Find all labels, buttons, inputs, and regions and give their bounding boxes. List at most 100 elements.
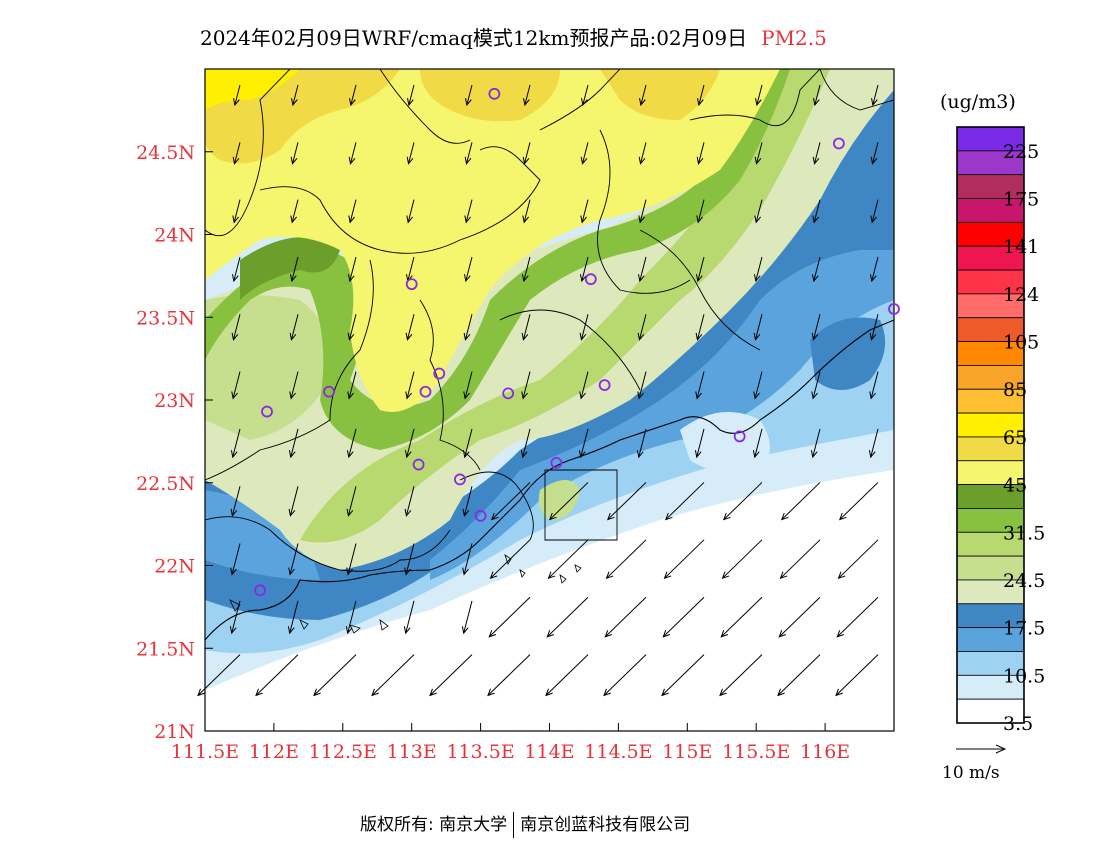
wind-arrow (638, 428, 647, 458)
wind-arrow (291, 256, 299, 282)
wind-arrowhead (662, 630, 671, 638)
wind-arrowhead (752, 450, 760, 459)
wind-arrow (581, 256, 589, 282)
wind-arrowhead (838, 512, 847, 521)
wind-arrow (639, 256, 647, 282)
colorbar-frame (956, 126, 1025, 724)
wind-arrowhead (463, 274, 471, 283)
wind-legend-label: 10 m/s (942, 763, 1000, 783)
wind-vectors (197, 84, 879, 697)
wind-arrow (603, 654, 647, 696)
wind-arrowhead (722, 512, 731, 521)
wind-arrow (231, 543, 241, 575)
wind-arrowhead (695, 391, 702, 400)
wind-arrow (290, 371, 299, 399)
wind-arrow (755, 256, 763, 282)
wind-arrow (814, 142, 821, 164)
wind-arrowhead (696, 215, 704, 224)
wind-arrowhead (639, 98, 646, 107)
wind-arrowhead (695, 274, 703, 283)
wind-arrowhead (429, 688, 437, 697)
wind-arrow (348, 371, 357, 399)
wind-arrow (233, 199, 241, 223)
station-marker (733, 430, 746, 443)
wind-arrowhead (579, 332, 587, 341)
wind-arrow (348, 314, 357, 340)
wind-arrow (349, 199, 357, 223)
wind-arrowhead (869, 274, 877, 283)
station-marker (412, 458, 425, 471)
wind-arrow (523, 199, 531, 223)
wind-arrowhead (230, 567, 237, 576)
wind-arrowhead (463, 391, 470, 400)
wind-arrow (582, 84, 589, 106)
wind-arrowhead (578, 450, 586, 459)
station-marker (584, 273, 597, 286)
wind-arrowhead (405, 332, 413, 341)
colorbar-label: 225 (1003, 141, 1039, 163)
wind-arrow (348, 428, 357, 458)
wind-arrow (371, 654, 415, 696)
colorbar: 225 175 141 124 105 85 65 45 31.5 24.5 17.5 10.5 3.5 (956, 126, 1045, 735)
wind-arrow (290, 314, 299, 340)
footer-copyright: 版权所有: 南京大学 南京创蓝科技有限公司 (360, 810, 690, 838)
wind-arrow (580, 314, 589, 340)
wind-arrowhead (813, 98, 820, 107)
wind-arrowhead (547, 571, 556, 579)
wind-arrowhead (545, 688, 553, 697)
wind-arrowhead (288, 450, 296, 459)
wind-arrowhead (229, 626, 237, 635)
wind-arrow (465, 256, 473, 282)
colorbar-label: 3.5 (1003, 713, 1033, 735)
wind-arrowhead (579, 274, 587, 283)
wind-arrow (406, 428, 415, 458)
wind-arrowhead (581, 98, 588, 107)
wind-arrow (720, 596, 763, 638)
wind-arrowhead (521, 274, 529, 283)
colorbar-label: 45 (1003, 475, 1027, 497)
wind-arrow (580, 371, 589, 399)
wind-arrowhead (463, 332, 471, 341)
lon-label: 114E (524, 741, 574, 763)
colorbar-label: 24.5 (1003, 570, 1045, 592)
wind-arrowhead (346, 508, 354, 517)
wind-arrow (580, 428, 589, 458)
wind-arrow (292, 142, 299, 164)
wind-arrow (233, 256, 241, 282)
wind-arrow (463, 600, 473, 634)
lon-label: 116E (800, 741, 850, 763)
wind-arrow (291, 199, 299, 223)
wind-arrow (407, 256, 415, 282)
wind-arrow (523, 256, 531, 282)
station-marker (433, 367, 446, 380)
lon-label: 115E (662, 741, 712, 763)
wind-arrowhead (811, 332, 819, 341)
station-marker (550, 456, 563, 469)
wind-arrow (697, 199, 705, 223)
lon-label: 114.5E (584, 741, 652, 763)
wind-arrow (429, 654, 473, 696)
wind-arrow (812, 314, 821, 340)
lon-label: 115.5E (722, 741, 790, 763)
wind-arrow (871, 256, 879, 282)
wind-arrowhead (697, 98, 704, 107)
wind-legend-arrowhead (995, 744, 1007, 754)
wind-arrowhead (232, 215, 240, 224)
wind-arrowhead (289, 332, 297, 341)
wind-arrowhead (753, 332, 761, 341)
wind-arrow (697, 256, 705, 282)
wind-arrow (698, 142, 705, 164)
wind-arrowhead (521, 391, 528, 400)
wind-arrow (407, 199, 415, 223)
wind-arrowhead (755, 98, 762, 107)
wind-arrow (466, 142, 473, 164)
wind-arrow (289, 600, 299, 634)
wind-arrowhead (604, 630, 613, 638)
wind-arrow (778, 596, 821, 638)
footer-right: 南京创蓝科技有限公司 (520, 815, 691, 835)
wind-arrowhead (663, 571, 672, 579)
wind-arrow (870, 371, 879, 399)
wind-arrowhead (348, 156, 356, 165)
colorbar-label: 10.5 (1003, 665, 1045, 687)
wind-arrow (812, 371, 821, 399)
